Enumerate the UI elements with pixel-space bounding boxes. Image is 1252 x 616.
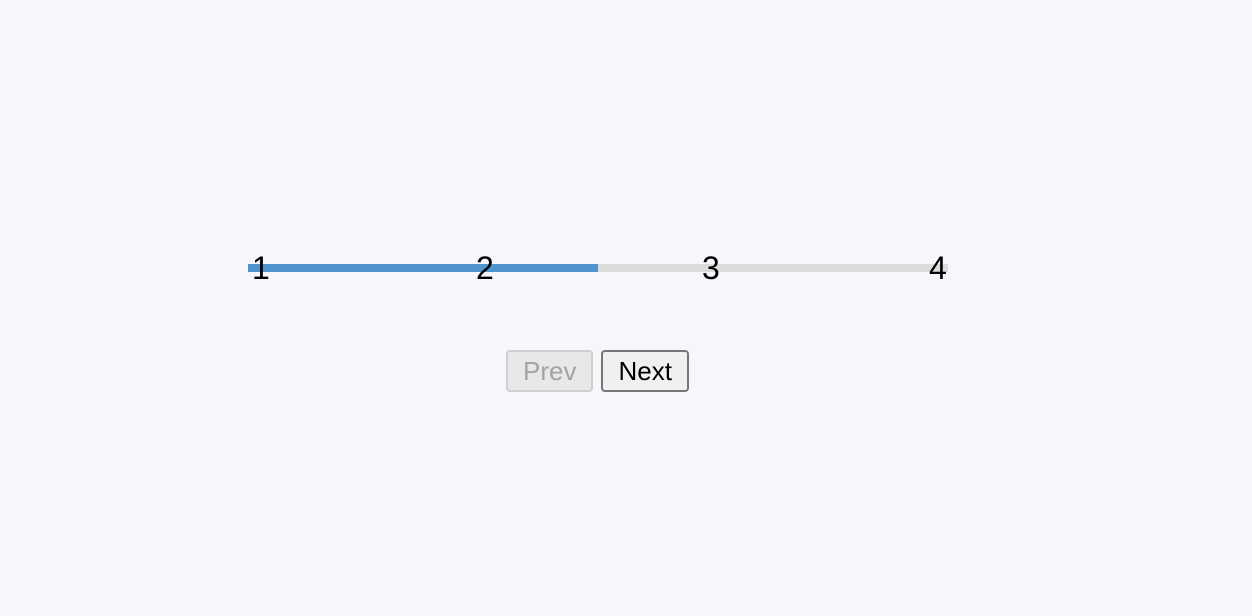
progress-track (248, 264, 948, 272)
step-3-label: 3 (702, 250, 720, 286)
progress-fill (248, 264, 598, 272)
stepper: 1 2 3 4 (248, 252, 948, 284)
step-2-label: 2 (476, 250, 494, 286)
step-navigation: Prev Next (506, 350, 689, 392)
step-1-label: 1 (252, 250, 270, 286)
next-button[interactable]: Next (601, 350, 689, 392)
prev-button[interactable]: Prev (506, 350, 594, 392)
step-4-label: 4 (929, 250, 947, 286)
